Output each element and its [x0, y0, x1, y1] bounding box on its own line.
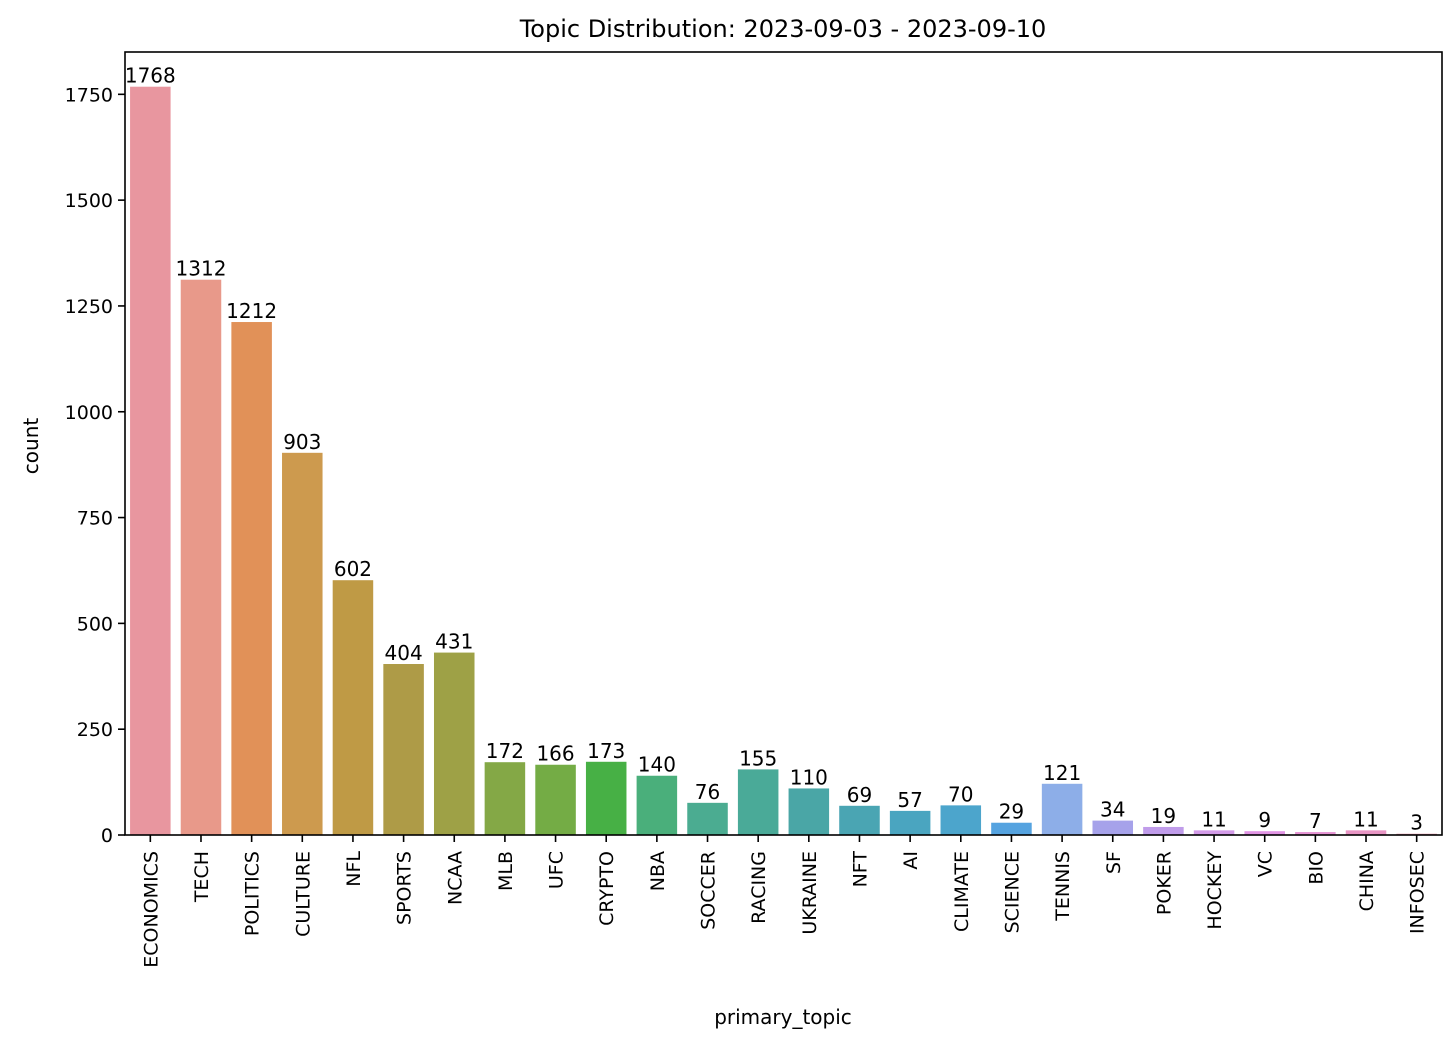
bar-nft: [839, 805, 880, 835]
data-label-economics: 1768: [125, 64, 176, 88]
bar-economics: [130, 86, 171, 836]
bar-culture: [282, 452, 323, 835]
data-label-vc: 9: [1258, 808, 1271, 832]
x-tick-label-nfl: NFL: [343, 851, 365, 887]
x-tick-label-bio: BIO: [1305, 851, 1327, 885]
y-tick-label-250: 250: [77, 719, 113, 741]
x-tick-label-nft: NFT: [849, 851, 871, 888]
data-label-ufc: 166: [536, 742, 574, 766]
data-label-nft: 69: [847, 783, 872, 807]
x-tick-label-vc: VC: [1255, 851, 1277, 877]
bar-ukraine: [788, 788, 830, 835]
data-label-ncaa: 431: [435, 630, 473, 654]
x-tick-label-sports: SPORTS: [394, 851, 416, 925]
y-tick-label-1000: 1000: [65, 402, 113, 424]
x-tick-label-ai: AI: [900, 851, 922, 870]
x-tick-label-culture: CULTURE: [292, 851, 314, 937]
data-label-bio: 7: [1309, 809, 1322, 833]
bar-racing: [737, 769, 779, 835]
x-tick-label-mlb: MLB: [495, 851, 517, 891]
x-tick-label-climate: CLIMATE: [951, 851, 973, 932]
data-labels-group: 1768 1312 1212 903 602 404 431 172 166 173 140 76 15…: [125, 64, 1423, 835]
x-tick-label-ukraine: UKRAINE: [799, 851, 821, 935]
bar-ai: [889, 810, 931, 835]
data-label-climate: 70: [948, 782, 973, 806]
bar-china: [1345, 830, 1387, 835]
x-tick-label-nba: NBA: [647, 851, 669, 891]
x-tick-label-ncaa: NCAA: [444, 851, 466, 905]
data-label-sports: 404: [385, 641, 423, 665]
x-tick-label-crypto: CRYPTO: [596, 851, 618, 926]
y-tick-label-500: 500: [77, 613, 113, 635]
data-label-tennis: 121: [1043, 761, 1081, 785]
bar-sports: [383, 664, 424, 835]
x-axis: ECONOMICS TECH POLITICS CULTURE NFL SPORTS NCA…: [140, 835, 1429, 968]
bar-science: [991, 822, 1032, 835]
bar-hockey: [1193, 830, 1235, 835]
x-tick-label-politics: POLITICS: [242, 851, 264, 936]
bar-ncaa: [433, 652, 475, 835]
y-tick-label-750: 750: [77, 508, 113, 530]
data-label-sf: 34: [1100, 798, 1125, 822]
bar-tech: [180, 279, 222, 836]
bar-nfl: [332, 580, 374, 835]
data-label-nfl: 602: [334, 557, 372, 581]
x-tick-label-tech: TECH: [191, 851, 213, 903]
bar-poker: [1143, 826, 1184, 835]
bar-ufc: [535, 764, 576, 835]
x-tick-label-tennis: TENNIS: [1052, 851, 1074, 922]
y-tick-label-1750: 1750: [65, 84, 113, 106]
y-tick-label-1250: 1250: [65, 296, 113, 318]
x-tick-label-science: SCIENCE: [1001, 851, 1023, 933]
plot-frame: [124, 51, 1443, 836]
bar-nba: [636, 775, 678, 835]
data-label-soccer: 76: [695, 780, 720, 804]
y-tick-label-1500: 1500: [65, 190, 113, 212]
data-label-infosec: 3: [1410, 811, 1423, 835]
x-tick-label-poker: POKER: [1153, 851, 1175, 915]
x-tick-label-ufc: UFC: [546, 851, 568, 889]
bar-vc: [1244, 831, 1285, 835]
bars-group: [130, 86, 1437, 836]
y-tick-label-0: 0: [101, 825, 113, 847]
x-tick-label-economics: ECONOMICS: [140, 851, 162, 968]
y-axis: 0 250 500 750 1000 1250 1500 1750: [65, 84, 125, 847]
bar-politics: [231, 322, 272, 835]
x-axis-label: primary_topic: [714, 1005, 852, 1029]
x-tick-label-infosec: INFOSEC: [1407, 851, 1429, 934]
x-tick-label-sf: SF: [1103, 851, 1125, 874]
data-label-crypto: 173: [587, 739, 625, 763]
bar-bio: [1295, 832, 1336, 835]
x-tick-label-soccer: SOCCER: [698, 851, 720, 930]
y-axis-label: count: [19, 418, 43, 475]
data-label-racing: 155: [739, 746, 777, 770]
data-label-culture: 903: [283, 430, 321, 454]
bar-tennis: [1041, 783, 1083, 835]
data-label-politics: 1212: [226, 299, 277, 323]
data-label-mlb: 172: [486, 739, 524, 763]
x-tick-label-racing: RACING: [748, 851, 770, 924]
data-label-ai: 57: [897, 788, 922, 812]
x-tick-label-china: CHINA: [1356, 851, 1378, 911]
data-label-poker: 19: [1151, 804, 1176, 828]
data-label-nba: 140: [638, 753, 676, 777]
data-label-china: 11: [1353, 807, 1378, 831]
bar-soccer: [687, 802, 728, 835]
bar-climate: [940, 805, 982, 835]
bar-mlb: [484, 762, 526, 835]
bar-crypto: [585, 761, 627, 835]
bar-sf: [1092, 820, 1134, 835]
chart-title: Topic Distribution: 2023-09-03 - 2023-09…: [519, 15, 1047, 43]
data-label-tech: 1312: [176, 257, 227, 281]
data-label-hockey: 11: [1201, 807, 1226, 831]
data-label-science: 29: [999, 800, 1024, 824]
data-label-ukraine: 110: [790, 765, 828, 789]
x-tick-label-hockey: HOCKEY: [1204, 851, 1226, 930]
